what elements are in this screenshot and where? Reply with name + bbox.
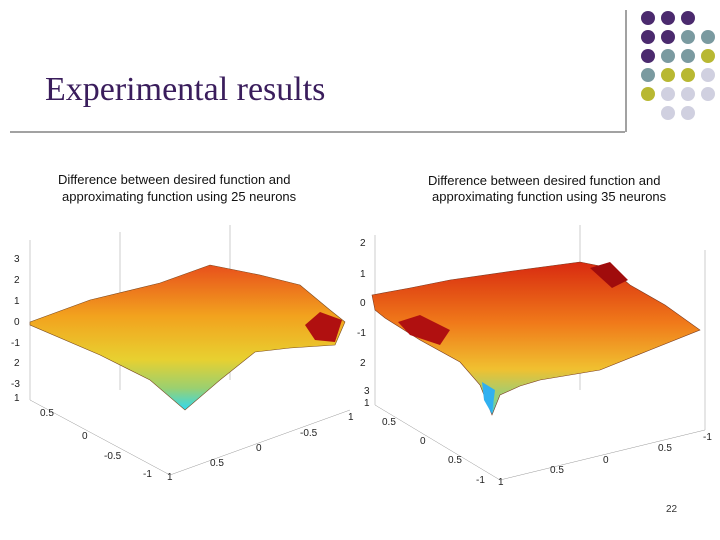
decor-dots [641, 11, 715, 120]
surface-peak [305, 312, 342, 342]
tick-label: 1 [167, 472, 173, 483]
slide-title: Experimental results [45, 71, 325, 108]
tick-label: 0.5 [210, 458, 224, 469]
plot-title: Difference between desired function and [428, 173, 660, 188]
tick-labels-1: 3 2 1 0 -1 2 -3 1 0.5 0 -0.5 -1 1 0.5 0 … [11, 254, 354, 483]
tick-label: -1 [476, 475, 485, 486]
plot-title: Difference between desired function and [58, 172, 290, 187]
tick-label: 2 [14, 358, 20, 369]
tick-label: 0 [603, 455, 609, 466]
tick-label: 1 [498, 477, 504, 488]
plot-title: approximating function using 25 neurons [62, 189, 297, 204]
tick-label: 1 [360, 269, 366, 280]
page-number: 22 [666, 504, 678, 515]
tick-label: 0 [420, 436, 426, 447]
surface-peak [398, 315, 450, 345]
tick-label: -3 [11, 379, 20, 390]
tick-label: 1 [348, 412, 354, 423]
surface-peak [590, 262, 628, 288]
tick-label: -1 [11, 338, 20, 349]
tick-label: 3 [14, 254, 20, 265]
tick-label: 0.5 [550, 465, 564, 476]
tick-label: 0.5 [382, 417, 396, 428]
tick-label: -0.5 [300, 428, 318, 439]
surface [29, 264, 346, 411]
tick-label: 0 [82, 431, 88, 442]
tick-label: -1 [143, 469, 152, 480]
tick-labels-2: 2 1 0 -1 2 3 1 0.5 0 0.5 -1 1 0.5 0 0.5 … [357, 238, 712, 488]
tick-label: -1 [357, 328, 366, 339]
surface-valley [482, 382, 495, 414]
tick-label: 0.5 [658, 443, 672, 454]
surface [371, 261, 701, 416]
tick-label: 2 [360, 238, 366, 249]
tick-label: 1 [14, 393, 20, 404]
tick-label: 0.5 [448, 455, 462, 466]
tick-label: -1 [703, 432, 712, 443]
tick-label: 2 [360, 358, 366, 369]
plot-title: approximating function using 35 neurons [432, 189, 667, 204]
tick-label: 0 [14, 317, 20, 328]
tick-label: -0.5 [104, 451, 122, 462]
tick-label: 2 [14, 275, 20, 286]
tick-label: 3 [364, 386, 370, 397]
tick-label: 1 [14, 296, 20, 307]
tick-label: 0 [256, 443, 262, 454]
tick-label: 0.5 [40, 408, 54, 419]
tick-label: 0 [360, 298, 366, 309]
tick-label: 1 [364, 398, 370, 409]
